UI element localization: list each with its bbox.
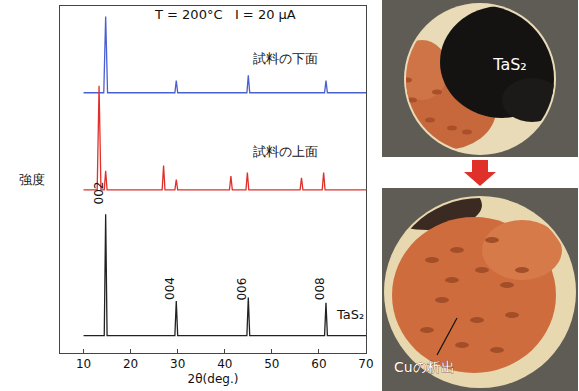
- svg-text:004: 004: [163, 277, 177, 300]
- svg-text:60: 60: [311, 357, 326, 371]
- svg-text:20: 20: [123, 357, 138, 371]
- svg-text:強度: 強度: [19, 172, 45, 187]
- svg-text:40: 40: [217, 357, 232, 371]
- svg-text:008: 008: [313, 277, 327, 300]
- svg-text:TaS₂: TaS₂: [492, 55, 527, 74]
- svg-text:TaS₂: TaS₂: [336, 307, 364, 322]
- svg-text:70: 70: [358, 357, 373, 371]
- svg-text:002: 002: [92, 182, 106, 205]
- svg-text:試料の上面: 試料の上面: [253, 144, 318, 159]
- svg-text:T = 200°C I = 20 μA: T = 200°C I = 20 μA: [154, 7, 296, 22]
- svg-text:試料の下面: 試料の下面: [253, 51, 318, 66]
- svg-text:Cuの析出: Cuの析出: [394, 359, 455, 375]
- svg-text:50: 50: [264, 357, 279, 371]
- svg-text:10: 10: [76, 357, 91, 371]
- svg-text:2θ(deg.): 2θ(deg.): [188, 372, 239, 386]
- svg-text:006: 006: [235, 278, 249, 301]
- svg-text:30: 30: [170, 357, 185, 371]
